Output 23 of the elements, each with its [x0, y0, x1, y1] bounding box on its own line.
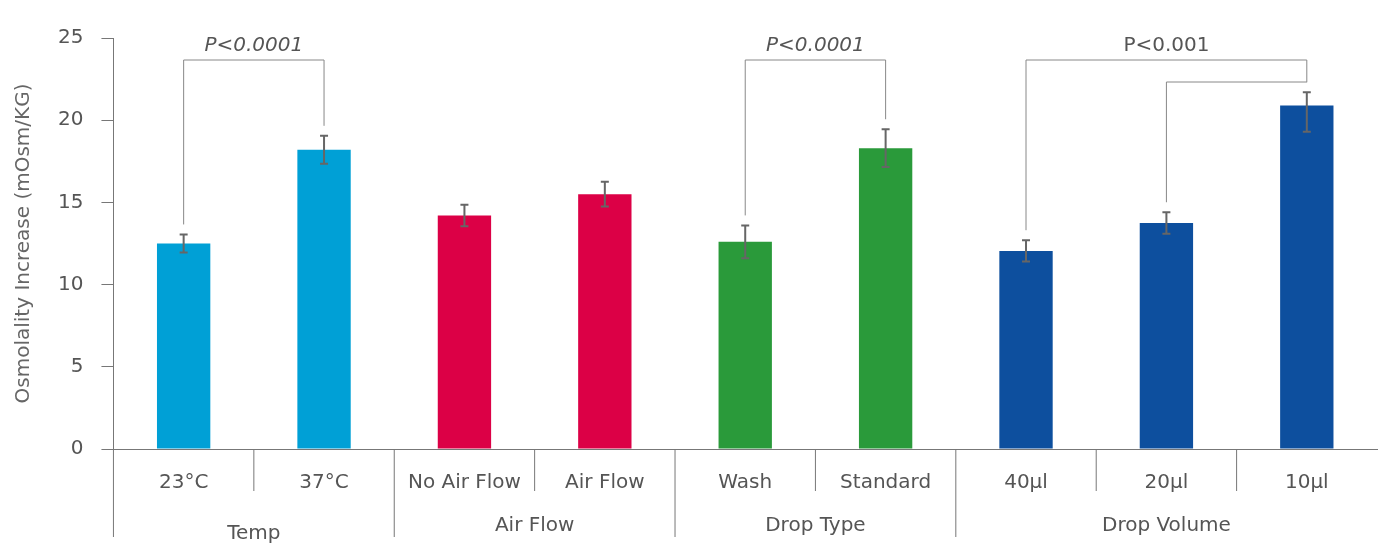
x-tick-label: Standard: [840, 469, 932, 494]
y-tick-label: 5: [70, 353, 84, 377]
x-tick-label: 40µl: [1004, 469, 1048, 494]
x-tick-label: No Air Flow: [407, 469, 521, 494]
text: Drop Volume: [1101, 512, 1231, 536]
x-tick-label: 37°C: [299, 469, 349, 494]
text: Drop Type: [765, 512, 866, 536]
x-tick-label: Wash: [718, 469, 773, 494]
x-tick-label: 20µl: [1144, 469, 1189, 494]
y-tick-label: 25: [58, 24, 84, 49]
y-tick-label: 15: [58, 188, 84, 213]
y-tick-label: 0: [70, 435, 84, 460]
annotation: P<0.0001: [204, 32, 304, 57]
y-axis-title: Osmolality Increase (mOsm/KG): [10, 83, 35, 404]
x-tick-label: 23°C: [158, 469, 209, 494]
y-tick-label: 10: [58, 270, 84, 295]
annotation: P<0.001: [1123, 32, 1210, 57]
annotation: P<0.0001: [766, 32, 865, 57]
text: Temp: [226, 520, 281, 544]
text: Air Flow: [494, 512, 575, 536]
x-tick-label: 10µl: [1284, 469, 1329, 494]
x-tick-label: Air Flow: [565, 469, 645, 494]
y-tick-label: 20: [58, 106, 84, 131]
